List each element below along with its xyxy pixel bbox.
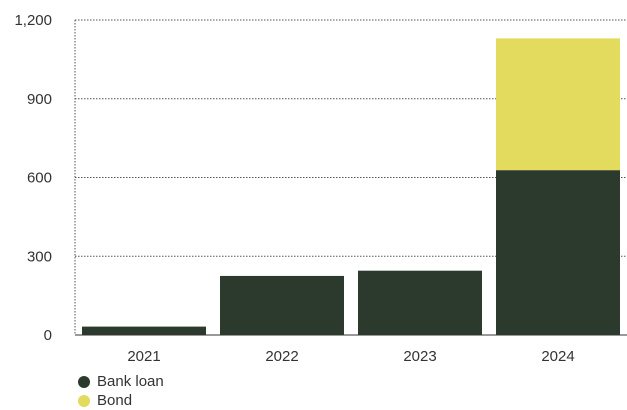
x-tick-label: 2023 <box>403 348 436 365</box>
y-tick-label: 300 <box>27 248 52 265</box>
y-tick-label: 1,200 <box>14 12 52 29</box>
x-tick-label: 2022 <box>265 348 298 365</box>
x-tick-label: 2024 <box>541 348 574 365</box>
bar-bank-loan-2022 <box>220 275 344 335</box>
bar-bank-loan-2021 <box>82 326 206 335</box>
legend: Bank loan Bond <box>78 372 164 410</box>
legend-label-bank-loan: Bank loan <box>97 373 164 390</box>
legend-label-bond: Bond <box>97 392 133 409</box>
legend-item-bond: Bond <box>78 391 164 410</box>
bar-bond-2024 <box>496 38 620 171</box>
y-tick-label: 600 <box>27 170 52 187</box>
bar-bank-loan-2024 <box>496 170 620 335</box>
x-tick-label: 2021 <box>127 348 160 365</box>
y-tick-label: 900 <box>27 91 52 108</box>
bars <box>82 38 620 335</box>
legend-swatch-bank-loan <box>78 375 90 388</box>
legend-swatch-bond <box>78 394 90 407</box>
y-tick-label: 0 <box>44 327 52 344</box>
bar-bank-loan-2023 <box>358 270 482 335</box>
axes: 0 300 600 900 1,200 2021 2022 2023 2024 <box>14 12 627 365</box>
legend-item-bank-loan: Bank loan <box>78 372 164 391</box>
